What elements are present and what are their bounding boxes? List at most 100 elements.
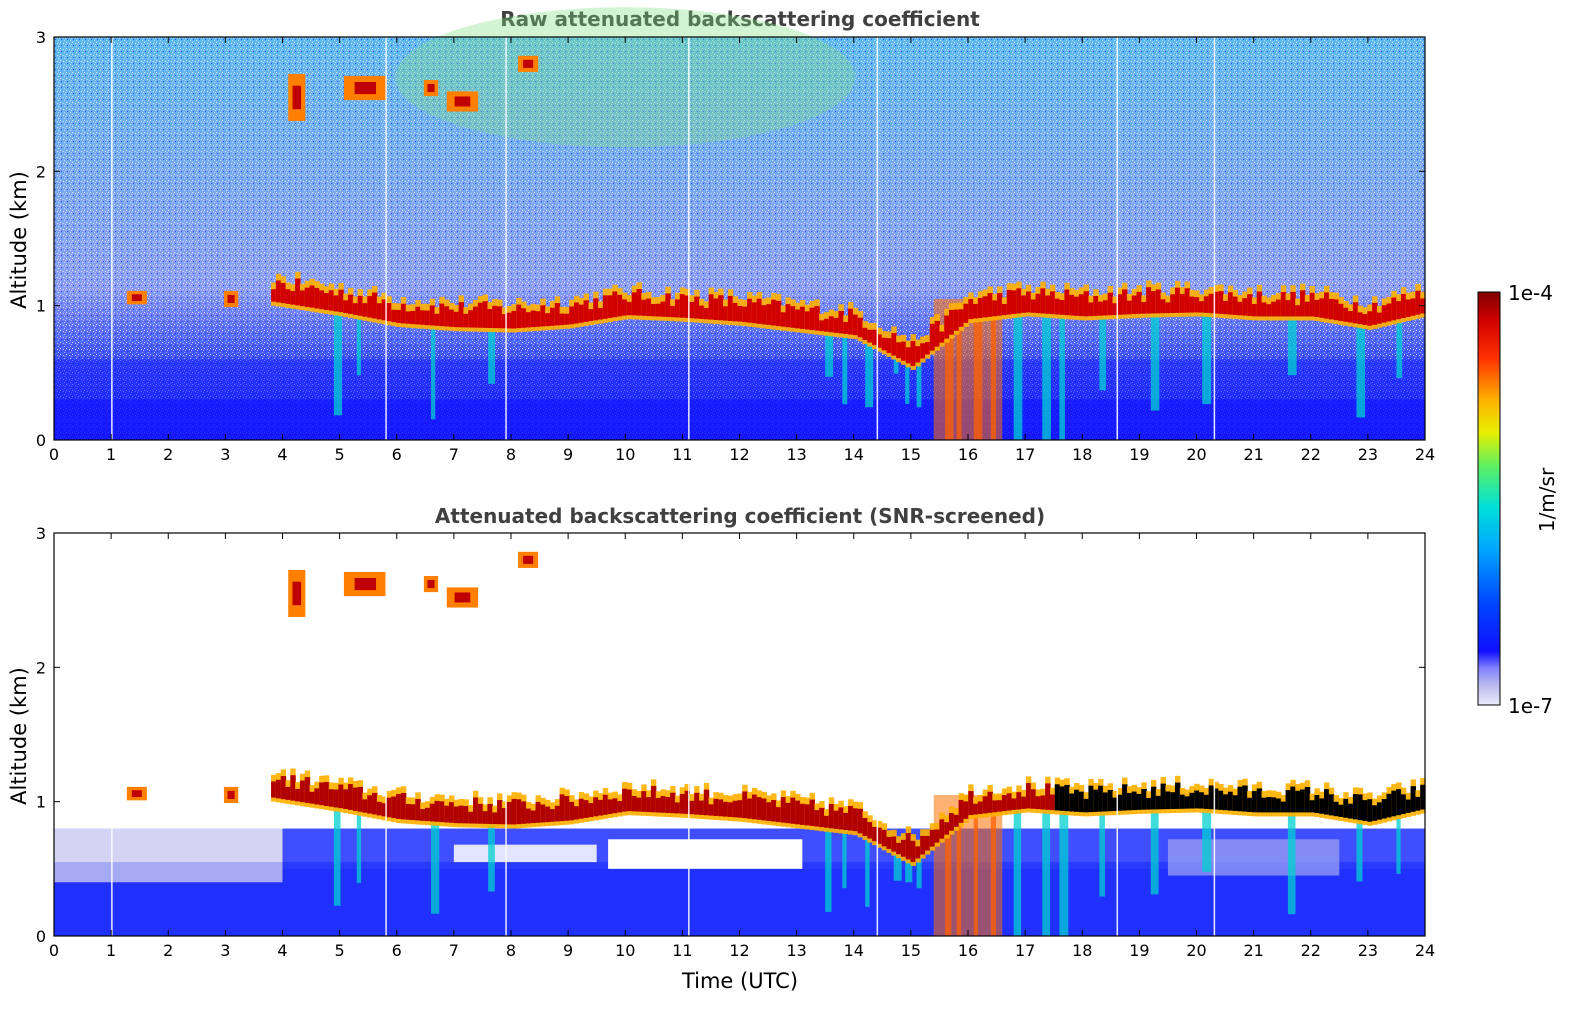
cloud-core [1165, 302, 1171, 314]
cloud-core [655, 303, 662, 317]
cloud-core [564, 313, 570, 325]
cloud-core [593, 298, 599, 321]
cloud-core [1078, 791, 1085, 813]
cloud-core [1088, 302, 1094, 317]
virga-streak [865, 341, 874, 408]
cloud-core [905, 833, 912, 860]
cloud-core [742, 306, 748, 323]
cloud-core [1410, 786, 1416, 812]
cloud-core [314, 287, 320, 309]
y-tick-label: 2 [36, 658, 46, 677]
cloud-core [1184, 796, 1191, 809]
cloud-core [775, 300, 782, 327]
cloud-core [785, 304, 791, 328]
cloud-core [463, 313, 469, 328]
cloud-core [1136, 291, 1142, 314]
cloud-core [1333, 299, 1340, 321]
cloud-core [910, 340, 916, 366]
cloud-core [285, 786, 291, 800]
cloud-core [809, 799, 815, 827]
cloud-core [1271, 301, 1277, 317]
cloud-core [1328, 794, 1335, 816]
cloud-core [338, 784, 344, 809]
cloud-core [309, 791, 315, 804]
cloud-core [756, 298, 763, 324]
cloud-core [679, 793, 686, 814]
cloud-core [1001, 303, 1008, 316]
y-tick-label: 1 [36, 297, 46, 316]
cloud-core [343, 789, 349, 810]
cloud-core [838, 310, 844, 334]
cloud-core [713, 298, 719, 320]
cloud-core [780, 312, 787, 327]
cloud-core [997, 293, 1003, 316]
cloud-core [304, 777, 311, 803]
cloud-core [583, 800, 590, 818]
cloud-core [1275, 299, 1282, 317]
cloud-core [1367, 311, 1373, 326]
colorbar-scale [1477, 291, 1501, 706]
x-tick-label: 12 [729, 941, 749, 960]
cloud-core [1011, 798, 1017, 810]
cloud-core [348, 294, 354, 314]
y-tick-label: 0 [36, 431, 46, 450]
cloud-core [501, 808, 508, 825]
colorbar: 1e-4 1e-7 1/m/sr [1477, 281, 1559, 718]
cloud-core [1324, 789, 1330, 815]
cloud-core [1381, 305, 1388, 323]
cloud-core [559, 313, 565, 326]
cloud-core [1155, 795, 1162, 810]
cloud-core [1049, 291, 1056, 315]
cloud-core [872, 329, 878, 346]
cloud-core [1083, 291, 1090, 317]
cloud-core [1319, 298, 1325, 318]
x-tick-label: 12 [729, 445, 749, 464]
virga-streak [1287, 316, 1297, 376]
cloud-core [1160, 299, 1166, 314]
cloud-core [1011, 290, 1017, 314]
cloud-core [1266, 796, 1272, 813]
cloud-core [881, 829, 888, 847]
cloud-core [473, 797, 479, 824]
cloud-core [381, 299, 388, 321]
cloud-core [799, 803, 806, 825]
cloud-core [631, 795, 638, 812]
cloud-core [362, 303, 368, 317]
cloud-core [814, 306, 820, 331]
cloud-core [795, 800, 801, 825]
cloud-core [1030, 789, 1037, 809]
cloud-core [723, 306, 729, 321]
cloud-core [852, 808, 859, 832]
cloud-core [698, 800, 705, 815]
cloud-core [1280, 292, 1287, 317]
cloud-core [1290, 291, 1296, 317]
x-tick-label: 13 [786, 445, 806, 464]
cloud-core [1112, 797, 1118, 811]
cloud-core [1285, 790, 1291, 813]
cloud-core [1203, 296, 1210, 313]
cloud-core [891, 836, 897, 852]
cloud-core [819, 320, 825, 332]
cloud-core [1160, 783, 1166, 810]
cloud-core [569, 801, 575, 821]
cloud-core [756, 797, 763, 820]
cloud-core [285, 289, 291, 304]
y-tick-label: 2 [36, 162, 46, 181]
x-tick-label: 5 [335, 445, 345, 464]
cloud-core [1208, 785, 1215, 810]
cloud-core [703, 308, 710, 320]
cloud-core [862, 818, 868, 836]
cloud-core [1386, 793, 1392, 818]
x-tick-label: 10 [615, 941, 635, 960]
cloud-core [1309, 292, 1316, 317]
cloud-core [1179, 794, 1186, 809]
x-tick-label: 20 [1186, 445, 1206, 464]
x-tick-label: 1 [106, 941, 116, 960]
cloud-core [362, 799, 368, 813]
cloud-core [929, 829, 936, 847]
cloud-core [1184, 288, 1191, 313]
cloud-core [319, 290, 325, 310]
cloud-core [828, 803, 835, 829]
cloud-core [1059, 300, 1065, 315]
cloud-core [1098, 301, 1104, 316]
